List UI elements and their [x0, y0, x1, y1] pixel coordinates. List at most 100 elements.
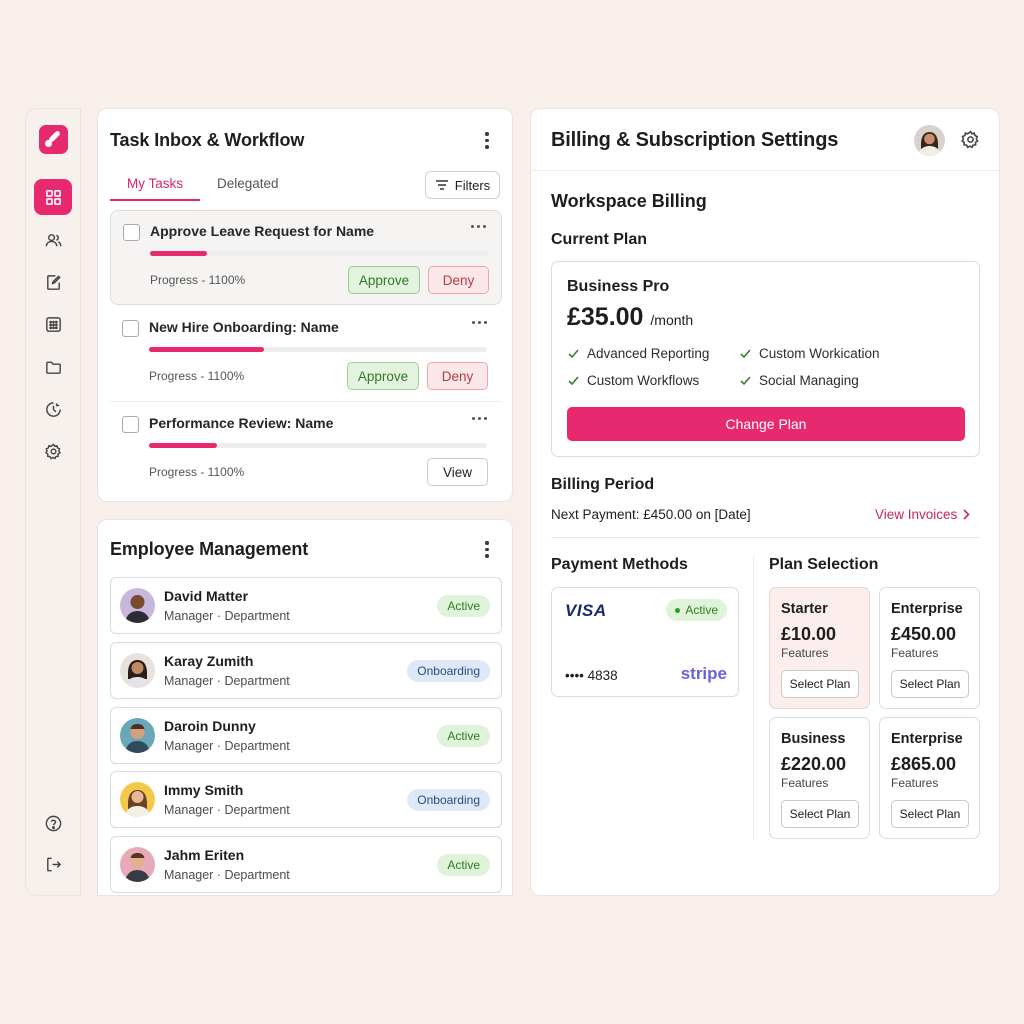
plan-selection-heading: Plan Selection — [769, 556, 879, 573]
billing-panel: Billing & Subscription Settings Workspac… — [530, 108, 1000, 896]
tier-name: Business — [781, 731, 846, 747]
approve-button[interactable]: Approve — [347, 362, 419, 390]
employee-name: David Matter — [164, 588, 249, 604]
task-progress-bar — [150, 251, 488, 256]
view-invoices-link[interactable]: View Invoices — [875, 507, 970, 522]
nav-analytics[interactable] — [34, 391, 72, 427]
status-badge: Active — [437, 725, 490, 747]
select-plan-button[interactable]: Select Plan — [891, 670, 969, 698]
deny-button[interactable]: Deny — [428, 266, 489, 294]
task-tabs: My Tasks Delegated — [110, 173, 296, 201]
plan-price-amount: £35.00 — [567, 303, 644, 331]
task-checkbox[interactable] — [122, 320, 139, 337]
tier-features: Features — [891, 776, 939, 790]
nav-tasks[interactable] — [34, 264, 72, 300]
chevron-right-icon — [963, 509, 970, 520]
select-plan-button[interactable]: Select Plan — [891, 800, 969, 828]
filters-button[interactable]: Filters — [425, 171, 500, 199]
task-item[interactable]: New Hire Onboarding: Name Progress - 110… — [110, 307, 502, 402]
task-item[interactable]: Approve Leave Request for Name Progress … — [110, 210, 502, 305]
tier-name: Starter — [781, 601, 828, 617]
task-title: New Hire Onboarding: Name — [149, 319, 339, 335]
task-inbox-panel: Task Inbox & Workflow My Tasks Delegated… — [97, 108, 513, 502]
sidebar — [25, 108, 81, 896]
employee-row[interactable]: Karay Zumith Manager · Department Onboar… — [110, 642, 502, 699]
tier-price: £865.00 — [891, 754, 957, 774]
tier-features: Features — [781, 776, 829, 790]
nav-help[interactable] — [34, 805, 72, 841]
nav-users[interactable] — [34, 222, 72, 258]
employee-row[interactable]: Immy Smith Manager · Department Onboardi… — [110, 771, 502, 828]
select-plan-button[interactable]: Select Plan — [781, 670, 859, 698]
card-status-badge: Active — [666, 599, 727, 621]
deny-button[interactable]: Deny — [427, 362, 488, 390]
approve-button[interactable]: Approve — [348, 266, 420, 294]
task-checkbox[interactable] — [123, 224, 140, 241]
tab-delegated[interactable]: Delegated — [217, 176, 279, 191]
logout-icon — [46, 857, 61, 871]
employee-name: Immy Smith — [164, 782, 244, 798]
user-avatar[interactable] — [914, 125, 945, 156]
avatar — [120, 653, 155, 688]
employee-role: Manager · Department — [164, 868, 290, 882]
employee-name: Jahm Eriten — [164, 847, 245, 863]
check-icon — [740, 349, 751, 359]
plan-name: Business Pro — [567, 278, 670, 295]
nav-logout[interactable] — [34, 846, 72, 882]
billing-header: Billing & Subscription Settings — [531, 109, 999, 171]
calendar-icon — [45, 316, 61, 332]
select-plan-button[interactable]: Select Plan — [781, 800, 859, 828]
plan-feature: Advanced Reporting — [567, 346, 709, 361]
task-checkbox[interactable] — [122, 416, 139, 433]
payment-card[interactable]: VISA Active •••• 4838 stripe — [551, 587, 739, 697]
users-icon — [45, 233, 61, 246]
status-badge: Onboarding — [407, 789, 490, 811]
workspace-billing-heading: Workspace Billing — [551, 191, 707, 211]
status-badge: Active — [437, 854, 490, 876]
status-badge: Active — [437, 595, 490, 617]
view-button[interactable]: View — [427, 458, 488, 486]
task-more-icon[interactable] — [472, 321, 487, 324]
nav-calendar[interactable] — [34, 306, 72, 342]
status-badge: Onboarding — [407, 660, 490, 682]
plan-tier-card[interactable]: Starter £10.00 Features Select Plan — [769, 587, 870, 709]
billing-period-heading: Billing Period — [551, 476, 655, 493]
tasks-icon — [46, 274, 61, 290]
task-progress-bar — [149, 347, 487, 352]
employee-row[interactable]: Daroin Dunny Manager · Department Active — [110, 707, 502, 764]
divider — [551, 537, 980, 538]
plan-feature: Custom Workflows — [567, 373, 699, 388]
employee-role: Manager · Department — [164, 803, 290, 817]
task-inbox-menu-icon[interactable] — [484, 132, 490, 149]
employee-name: Daroin Dunny — [164, 718, 256, 734]
tier-price: £450.00 — [891, 624, 957, 644]
task-more-icon[interactable] — [472, 417, 487, 420]
employee-panel: Employee Management David Matter Manager… — [97, 519, 513, 896]
task-title: Approve Leave Request for Name — [150, 223, 375, 239]
employee-row[interactable]: David Matter Manager · Department Active — [110, 577, 502, 634]
plan-tier-card[interactable]: Enterprise £865.00 Features Select Plan — [879, 717, 980, 839]
plan-price: £35.00 /month — [567, 303, 693, 332]
employee-row[interactable]: Jahm Eriten Manager · Department Active — [110, 836, 502, 893]
task-item[interactable]: Performance Review: Name Progress - 1100… — [110, 403, 502, 498]
check-icon — [740, 376, 751, 386]
tab-my-tasks[interactable]: My Tasks — [110, 173, 201, 201]
check-icon — [568, 349, 579, 359]
nav-dashboard[interactable] — [34, 179, 72, 215]
avatar — [120, 782, 155, 817]
tier-name: Enterprise — [891, 731, 963, 747]
plan-tier-card[interactable]: Business £220.00 Features Select Plan — [769, 717, 870, 839]
avatar — [120, 847, 155, 882]
analytics-icon — [45, 401, 61, 417]
nav-folder[interactable] — [34, 349, 72, 385]
change-plan-button[interactable]: Change Plan — [567, 407, 965, 441]
dashboard-icon — [45, 189, 61, 205]
task-more-icon[interactable] — [471, 225, 486, 228]
nav-settings[interactable] — [34, 433, 72, 469]
task-progress-label: Progress - 1100% — [149, 369, 245, 383]
employee-role: Manager · Department — [164, 739, 290, 753]
employee-menu-icon[interactable] — [484, 541, 490, 558]
plan-tier-card[interactable]: Enterprise £450.00 Features Select Plan — [879, 587, 980, 709]
gear-icon[interactable] — [960, 129, 981, 150]
settings-icon — [44, 442, 61, 460]
